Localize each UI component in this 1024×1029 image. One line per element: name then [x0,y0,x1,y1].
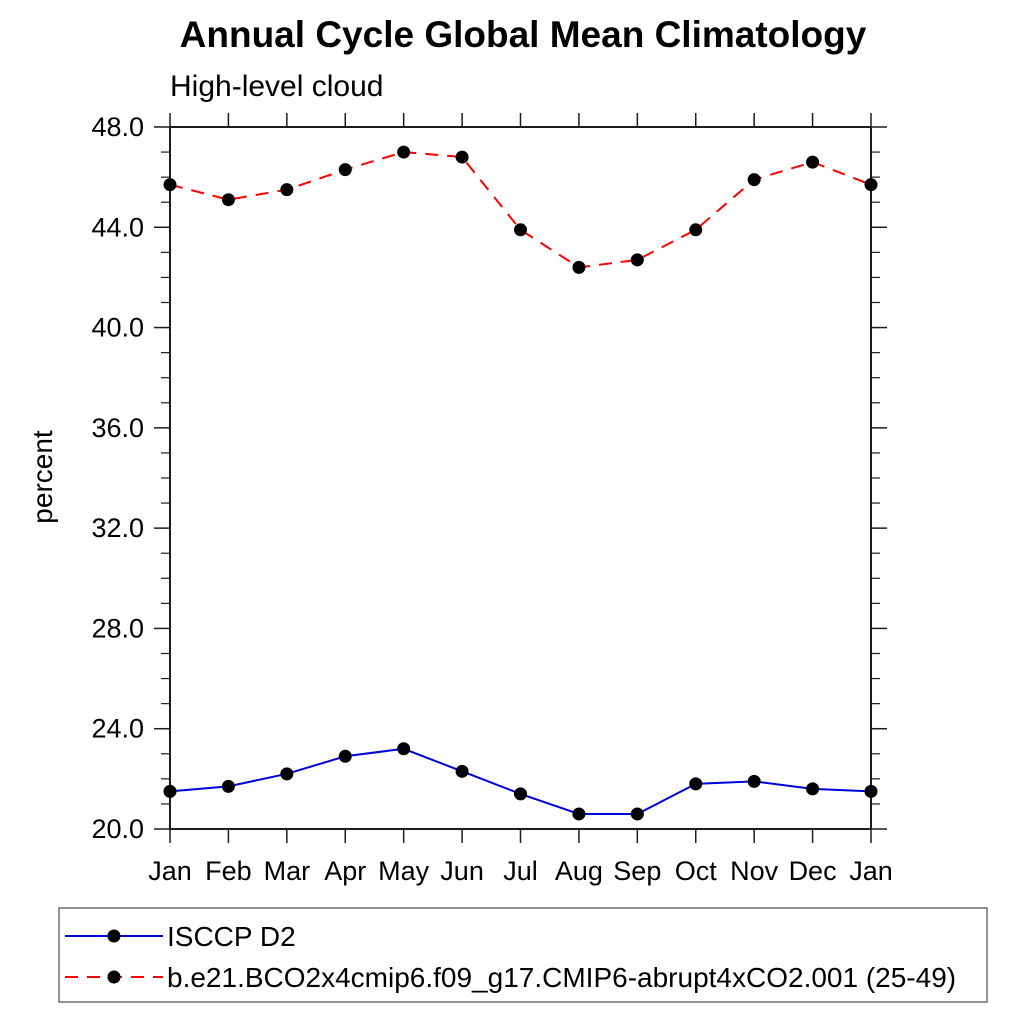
series-0-marker [747,774,761,788]
series-layer [163,145,878,821]
plot-axes: Jan Feb Mar Apr May Jun Jul Aug Sep Oct Nov Dec Jan2… [91,112,892,886]
series-1-marker [630,253,644,267]
series-0-marker [397,742,411,756]
series-0-marker [689,777,703,791]
x-tick-label: Jul [503,856,538,886]
y-tick-label: 36.0 [91,413,144,443]
series-0-marker [163,784,177,798]
series-0-marker [338,749,352,763]
y-tick-label: 40.0 [91,313,144,343]
x-tick-label: Nov [730,856,779,886]
y-tick-label: 32.0 [91,513,144,543]
series-0-marker [280,767,294,781]
x-tick-label: Oct [675,856,718,886]
x-tick-label: Mar [264,856,311,886]
x-tick-label: Jan [849,856,893,886]
series-1-marker [397,145,411,159]
x-tick-label: Jan [148,856,192,886]
series-0-marker [572,807,586,821]
x-tick-label: May [378,856,430,886]
legend-marker-icon [107,970,121,984]
y-tick-label: 44.0 [91,212,144,242]
x-tick-label: Jun [440,856,484,886]
legend-box [58,907,988,1003]
y-axis-label: percent [27,430,58,524]
legend-marker-icon [107,929,121,943]
chart-title: Annual Cycle Global Mean Climatology [180,14,867,55]
chart-subtitle: High-level cloud [170,70,383,103]
legend-label-isccp-d2: ISCCP D2 [167,921,296,952]
series-1-marker [864,178,878,192]
series-1-marker [221,193,235,207]
series-1-marker [455,150,469,164]
series-0-marker [806,782,820,796]
series-0-marker [514,787,527,801]
series-1-marker [572,260,586,274]
y-tick-label: 48.0 [91,112,144,142]
series-0-marker [864,784,878,798]
x-tick-label: Apr [324,856,366,886]
series-0-marker [630,807,644,821]
series-1-marker [747,173,761,187]
series-0-line [169,747,872,815]
x-tick-label: Aug [555,856,603,886]
series-1-marker [806,155,820,169]
legend: ISCCP D2 b.e21.BCO2x4cmip6.f09_g17.CMIP6… [58,907,988,1003]
y-tick-label: 24.0 [91,714,144,744]
y-tick-label: 28.0 [91,613,144,643]
series-1-marker [280,183,294,197]
series-1-marker [514,223,527,237]
y-tick-label: 20.0 [91,814,144,844]
x-tick-label: Dec [789,856,837,886]
series-1-line [169,151,872,269]
series-1-marker [163,178,177,192]
legend-label-model-run: b.e21.BCO2x4cmip6.f09_g17.CMIP6-abrupt4x… [167,962,956,993]
x-tick-label: Sep [613,856,661,886]
series-1-marker [689,223,703,237]
series-1-marker [338,163,352,177]
series-0-marker [221,779,235,793]
x-tick-label: Feb [205,856,252,886]
series-0-marker [455,764,469,778]
